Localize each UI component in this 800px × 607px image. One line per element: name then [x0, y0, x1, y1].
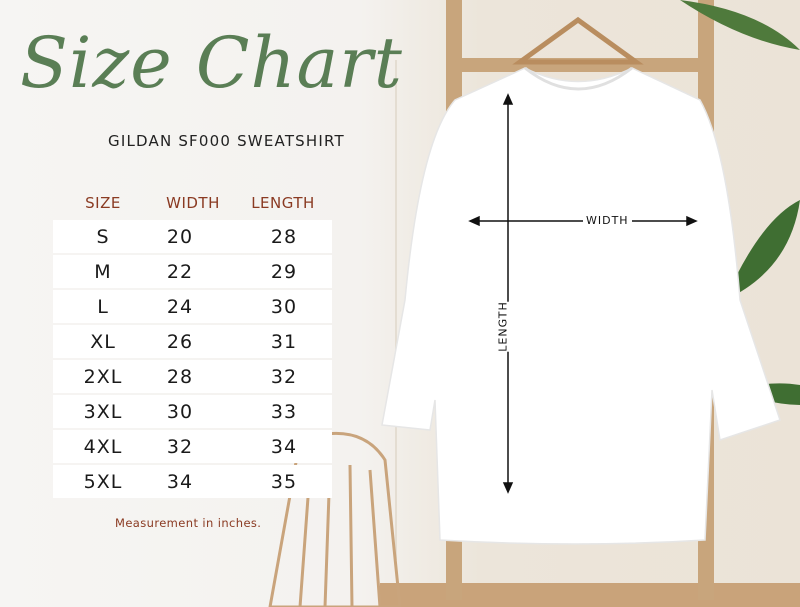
product-subtitle: GILDAN SF000 SWEATSHIRT — [108, 132, 345, 150]
leaf — [680, 0, 800, 50]
table-row: XL 26 31 — [53, 325, 332, 358]
length-cell: 31 — [270, 331, 298, 353]
width-cell: 28 — [166, 366, 194, 388]
width-cell: 30 — [166, 401, 194, 423]
leaf — [725, 200, 800, 300]
length-cell: 33 — [270, 401, 298, 423]
page-title: Size Chart — [20, 22, 403, 104]
length-cell: 34 — [270, 436, 298, 458]
table-row: 4XL 32 34 — [53, 430, 332, 463]
length-cell: 28 — [270, 226, 298, 248]
header-size: SIZE — [85, 194, 121, 212]
size-cell: S — [96, 226, 110, 248]
measurement-note: Measurement in inches. — [115, 516, 262, 530]
table-row: 2XL 28 32 — [53, 360, 332, 393]
size-cell: XL — [90, 331, 116, 353]
table-row: 3XL 30 33 — [53, 395, 332, 428]
sweatshirt — [381, 66, 781, 545]
size-cell: 5XL — [83, 471, 123, 493]
size-cell: 2XL — [83, 366, 123, 388]
length-cell: 29 — [270, 261, 298, 283]
length-arrow — [502, 93, 514, 494]
length-cell: 32 — [270, 366, 298, 388]
length-cell: 30 — [270, 296, 298, 318]
width-cell: 20 — [166, 226, 194, 248]
table-row: M 22 29 — [53, 255, 332, 288]
width-cell: 26 — [166, 331, 194, 353]
table-row: S 20 28 — [53, 220, 332, 253]
table-row: 5XL 34 35 — [53, 465, 332, 498]
size-cell: 4XL — [83, 436, 123, 458]
size-cell: L — [97, 296, 109, 318]
width-cell: 22 — [166, 261, 194, 283]
table-row: L 24 30 — [53, 290, 332, 323]
width-cell: 34 — [166, 471, 194, 493]
wall-panel — [395, 60, 397, 560]
length-label: LENGTH — [493, 301, 513, 352]
width-cell: 24 — [166, 296, 194, 318]
width-cell: 32 — [166, 436, 194, 458]
size-cell: M — [94, 261, 112, 283]
length-cell: 35 — [270, 471, 298, 493]
size-cell: 3XL — [83, 401, 123, 423]
header-width: WIDTH — [166, 194, 220, 212]
hanger — [512, 16, 644, 65]
header-length: LENGTH — [251, 194, 315, 212]
width-label: WIDTH — [583, 214, 632, 227]
